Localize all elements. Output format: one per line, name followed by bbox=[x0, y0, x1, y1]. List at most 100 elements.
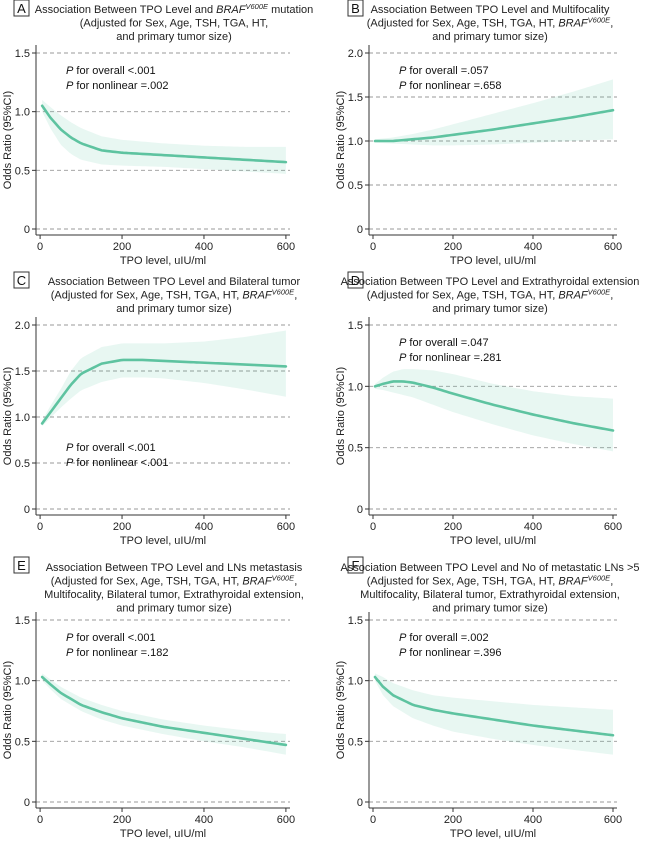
chart_data.2.title_lines.1-run-0: (Adjusted for Sex, Age, TSH, TGA, HT, bbox=[51, 290, 243, 302]
chart_data.3.title_lines.1-run-2: V600E bbox=[588, 287, 612, 296]
y-tick-label: 1.5 bbox=[348, 92, 363, 104]
panel-title-line: Multifocality, Bilateral tumor, Extrathy… bbox=[44, 589, 304, 601]
x-axis-label: TPO level, uIU/ml bbox=[120, 535, 206, 547]
chart_data.5.title_lines.0-run-0: Association Between TPO Level and No of … bbox=[340, 562, 639, 574]
y-axis-label: Odds Ratio (95%CI) bbox=[2, 367, 14, 465]
odds-ratio-curve bbox=[40, 358, 288, 425]
chart_data.0.title_lines.2-run-0: and primary tumor size) bbox=[116, 31, 232, 43]
y-tick-label: 1.0 bbox=[348, 676, 363, 688]
chart_data.0.title_lines.0-run-3: mutation bbox=[268, 4, 313, 16]
y-axis-label: Odds Ratio (95%CI) bbox=[335, 367, 347, 465]
chart_data.2.annotations.0-run-1: for overall <.001 bbox=[73, 442, 155, 454]
chart_data.3.title_lines.1-run-1: BRAF bbox=[558, 290, 589, 302]
chart_data.0.annotations.0-run-1: for overall <.001 bbox=[73, 65, 155, 77]
x-tick-label: 0 bbox=[370, 241, 376, 253]
panel-a: A Association Between TPO Level and BRAFV… bbox=[2, 0, 313, 267]
p-value-annotation: P for overall <.001 bbox=[66, 632, 156, 644]
panel-title-line: (Adjusted for Sex, Age, TSH, TGA, HT, BR… bbox=[367, 573, 614, 588]
x-tick-label: 0 bbox=[37, 814, 43, 826]
panel-title-line: Association Between TPO Level and LNs me… bbox=[46, 562, 303, 574]
chart_data.4.annotations.1-run-0: P bbox=[66, 647, 74, 659]
p-value-annotation: P for overall =.047 bbox=[399, 337, 489, 349]
y-tick-label: 0 bbox=[357, 504, 363, 516]
odds-ratio-curve bbox=[40, 104, 288, 164]
p-value-annotation: P for nonlinear =.281 bbox=[399, 352, 501, 364]
confidence-band bbox=[375, 79, 613, 146]
chart_data.1.title_lines.1-run-3: , bbox=[610, 18, 613, 30]
panel-b: B Association Between TPO Level and Multi… bbox=[335, 0, 622, 267]
y-tick-label: 0.5 bbox=[348, 180, 363, 192]
y-tick-label: 1.0 bbox=[15, 676, 30, 688]
y-tick-label: 1.5 bbox=[15, 366, 30, 378]
y-tick-label: 1.5 bbox=[15, 615, 30, 627]
x-tick-label: 400 bbox=[195, 521, 213, 533]
y-axis-label: Odds Ratio (95%CI) bbox=[335, 91, 347, 189]
y-axis-label: Odds Ratio (95%CI) bbox=[335, 661, 347, 759]
p-value-annotation: P for nonlinear =.658 bbox=[399, 80, 501, 92]
x-tick-label: 0 bbox=[37, 241, 43, 253]
chart_data.3.annotations.1-run-1: for nonlinear =.281 bbox=[406, 352, 501, 364]
panel-title-line: (Adjusted for Sex, Age, TSH, TGA, HT, BR… bbox=[51, 287, 298, 302]
y-tick-label: 1.5 bbox=[15, 48, 30, 60]
x-tick-label: 200 bbox=[444, 521, 462, 533]
p-value-annotation: P for overall =.002 bbox=[399, 632, 489, 644]
x-axis-label: TPO level, uIU/ml bbox=[450, 255, 536, 267]
y-tick-label: 0 bbox=[24, 224, 30, 236]
x-tick-label: 0 bbox=[370, 814, 376, 826]
y-tick-label: 0.5 bbox=[348, 443, 363, 455]
chart_data.1.title_lines.0-run-0: Association Between TPO Level and Multif… bbox=[371, 4, 610, 16]
p-value-annotation: P for overall <.001 bbox=[66, 65, 156, 77]
chart_data.4.title_lines.1-run-2: V600E bbox=[272, 573, 296, 582]
x-tick-label: 400 bbox=[524, 814, 542, 826]
chart_data.0.title_lines.0-run-2: V600E bbox=[245, 2, 269, 11]
chart_data.0.title_lines.0-run-0: Association Between TPO Level and bbox=[35, 4, 216, 16]
chart_data.3.annotations.0-run-0: P bbox=[399, 337, 407, 349]
panel-title-line: and primary tumor size) bbox=[432, 303, 548, 315]
chart_data.2.title_lines.1-run-2: V600E bbox=[272, 287, 296, 296]
chart_data.5.title_lines.3-run-0: and primary tumor size) bbox=[432, 603, 548, 615]
y-tick-label: 0.5 bbox=[15, 736, 30, 748]
y-tick-label: 1.0 bbox=[15, 412, 30, 424]
chart_data.3.annotations.1-run-0: P bbox=[399, 352, 407, 364]
confidence-band bbox=[375, 369, 613, 452]
chart_data.3.annotations.0-run-1: for overall =.047 bbox=[406, 337, 488, 349]
chart_data.1.annotations.0-run-1: for overall =.057 bbox=[406, 65, 488, 77]
x-tick-label: 400 bbox=[195, 814, 213, 826]
panel-title-line: Association Between TPO Level and Multif… bbox=[371, 4, 610, 16]
y-tick-label: 0.5 bbox=[348, 736, 363, 748]
chart_data.4.annotations.0-run-0: P bbox=[66, 632, 74, 644]
panel-letter: F bbox=[352, 558, 360, 573]
panel-letter-box bbox=[347, 556, 364, 574]
panel-letter-box bbox=[13, 0, 30, 17]
y-tick-label: 0 bbox=[24, 797, 30, 809]
panel-letter: A bbox=[17, 1, 26, 16]
panel-title-line: (Adjusted for Sex, Age, TSH, TGA, HT, bbox=[80, 18, 269, 30]
y-tick-label: 0 bbox=[24, 504, 30, 516]
chart_data.3.title_lines.1-run-3: , bbox=[610, 290, 613, 302]
chart_data.1.title_lines.2-run-0: and primary tumor size) bbox=[432, 31, 548, 43]
x-tick-label: 0 bbox=[370, 521, 376, 533]
chart_data.5.annotations.0-run-1: for overall =.002 bbox=[406, 632, 488, 644]
chart_data.2.title_lines.1-run-1: BRAF bbox=[242, 290, 273, 302]
chart_data.5.title_lines.1-run-3: , bbox=[610, 576, 613, 588]
chart_data.5.annotations.0-run-0: P bbox=[399, 632, 407, 644]
panel-letter: C bbox=[17, 273, 26, 288]
odds-ratio-curve bbox=[40, 675, 288, 747]
y-tick-label: 2.0 bbox=[348, 48, 363, 60]
panel-title-line: and primary tumor size) bbox=[116, 603, 232, 615]
x-tick-label: 600 bbox=[277, 814, 295, 826]
chart_data.5.title_lines.1-run-2: V600E bbox=[588, 573, 612, 582]
panel-title-line: Association Between TPO Level and Bilate… bbox=[48, 276, 301, 288]
x-tick-label: 600 bbox=[604, 814, 622, 826]
chart_data.1.title_lines.1-run-0: (Adjusted for Sex, Age, TSH, TGA, HT, bbox=[367, 18, 559, 30]
chart_data.4.annotations.0-run-1: for overall <.001 bbox=[73, 632, 155, 644]
y-axis-label: Odds Ratio (95%CI) bbox=[2, 91, 14, 189]
x-tick-label: 200 bbox=[444, 814, 462, 826]
y-tick-label: 1.0 bbox=[348, 136, 363, 148]
panel-title-line: and primary tumor size) bbox=[432, 603, 548, 615]
panel-e: E Association Between TPO Level and LNs m… bbox=[2, 556, 304, 840]
panel-title-line: (Adjusted for Sex, Age, TSH, TGA, HT, BR… bbox=[367, 15, 614, 30]
chart_data.4.title_lines.2-run-0: Multifocality, Bilateral tumor, Extrathy… bbox=[44, 589, 304, 601]
